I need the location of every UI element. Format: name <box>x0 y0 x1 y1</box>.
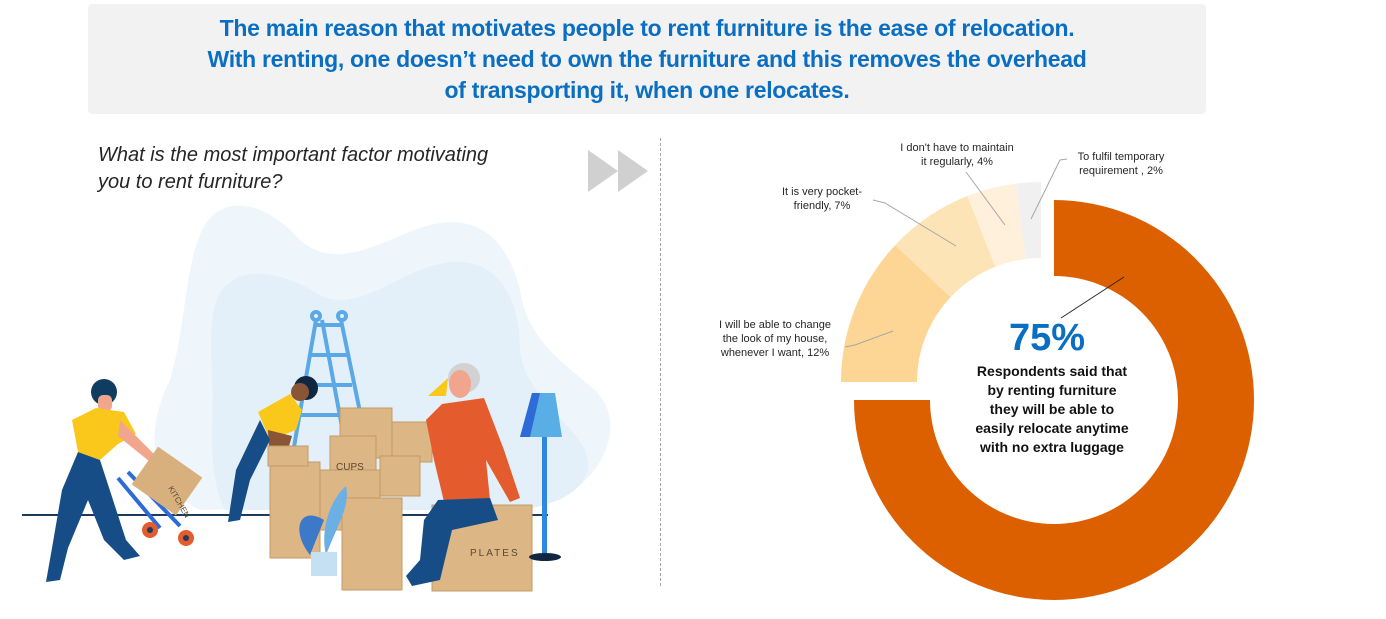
headline-text: The main reason that motivates people to… <box>198 13 1097 106</box>
label-pocket-friendly: It is very pocket- friendly, 7% <box>781 186 863 212</box>
svg-text:CUPS: CUPS <box>336 462 364 473</box>
leader-lines <box>844 158 1068 348</box>
center-description: Respondents said that by renting furnitu… <box>975 363 1129 455</box>
section-divider <box>660 138 661 586</box>
question-line-2: you to rent furniture? <box>98 171 283 193</box>
svg-text:PLATES: PLATES <box>470 548 520 559</box>
slice-relocate-75 <box>854 200 1254 600</box>
headline-line-2: With renting, one doesn’t need to own th… <box>207 45 1087 72</box>
label-temporary: To fulfil temporary requirement , 2% <box>1077 151 1165 177</box>
woman-sitting-with-cup <box>406 363 520 586</box>
leader-line-center <box>1060 276 1125 319</box>
label-change-look: I will be able to change the look of my … <box>719 319 831 359</box>
fast-forward-icon <box>588 150 648 192</box>
people-moving-boxes-illustration: KITCHEN CUPS PLATES <box>22 205 611 592</box>
slice-pocket-friendly-7 <box>895 196 996 298</box>
headline-line-3: of transporting it, when one relocates. <box>444 76 850 103</box>
potted-plant <box>299 486 347 576</box>
center-percentage: 75% <box>1008 317 1086 359</box>
label-maintain: I don't have to maintain it regularly, 4… <box>900 142 1014 168</box>
question-line-1: What is the most important factor motiva… <box>98 144 489 166</box>
headline-banner: The main reason that motivates people to… <box>88 4 1206 114</box>
headline-line-1: The main reason that motivates people to… <box>219 14 1075 41</box>
slice-maintain-4 <box>967 183 1026 267</box>
slice-change-look-12 <box>841 245 951 382</box>
slice-temporary-2 <box>1015 182 1041 259</box>
donut-chart <box>841 158 1254 600</box>
floor-lamp <box>520 393 562 561</box>
survey-question: What is the most important factor motiva… <box>98 142 568 196</box>
